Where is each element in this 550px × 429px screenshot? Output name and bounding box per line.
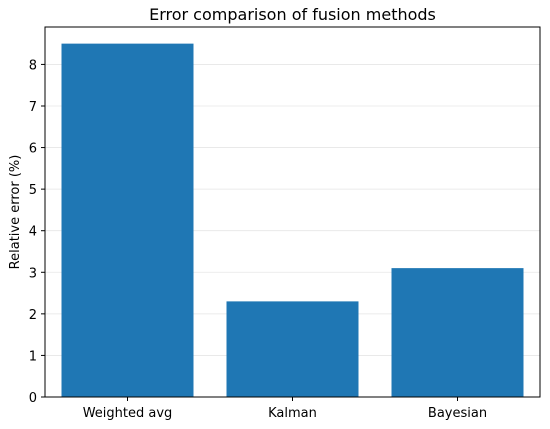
bars: [61, 43, 524, 398]
x-axis-ticks: Weighted avg Kalman Bayesian: [83, 397, 487, 421]
y-axis-label: Relative error (%): [8, 155, 23, 270]
bar-bayesian: [391, 268, 524, 397]
y-tick-label: 5: [29, 183, 37, 198]
y-tick-label: 0: [29, 391, 37, 406]
y-tick-label: 1: [29, 349, 37, 364]
x-tick-label: Weighted avg: [83, 406, 173, 421]
y-tick-label: 4: [29, 225, 37, 240]
chart-title: Error comparison of fusion methods: [149, 5, 436, 24]
y-tick-label: 6: [29, 142, 37, 157]
y-axis-ticks: 0 1 2 3 4 5 6 7 8: [29, 58, 45, 406]
bar-weighted-avg: [61, 43, 194, 398]
y-tick-label: 3: [29, 266, 37, 281]
y-tick-label: 7: [29, 100, 37, 115]
y-tick-label: 2: [29, 308, 37, 323]
y-tick-label: 8: [29, 58, 37, 73]
x-tick-label: Bayesian: [428, 406, 487, 421]
bar-kalman: [226, 301, 359, 397]
x-tick-label: Kalman: [268, 406, 317, 421]
